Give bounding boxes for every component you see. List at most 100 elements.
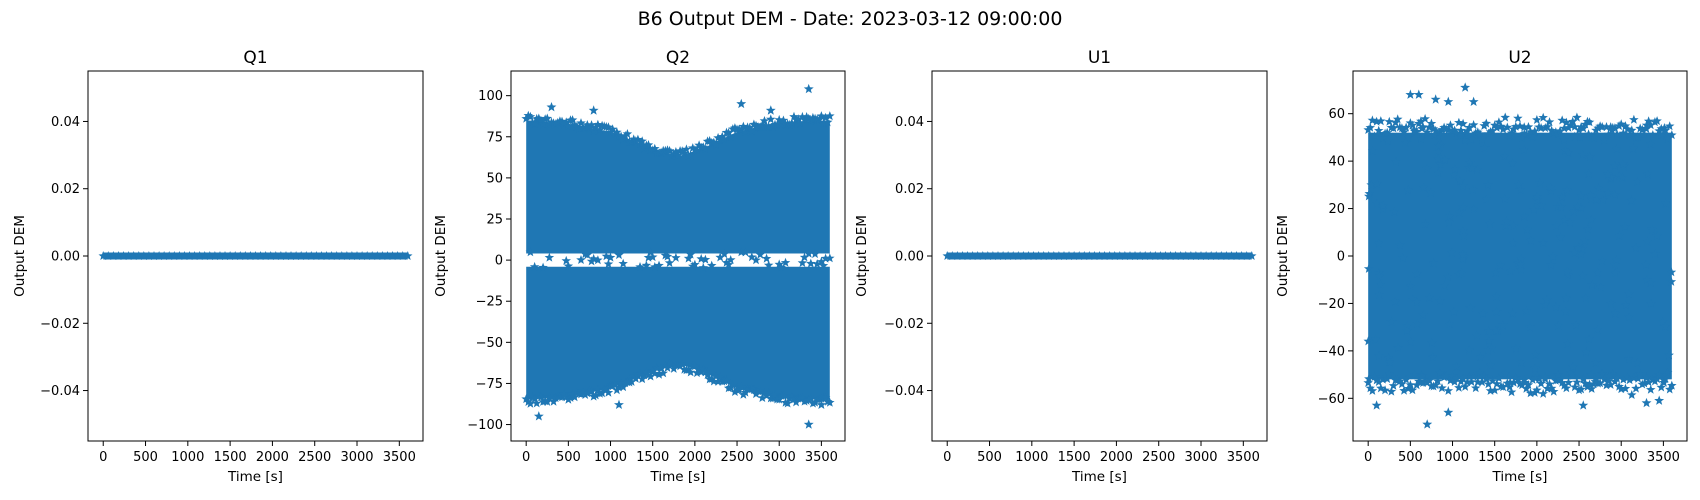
data-point — [538, 262, 548, 272]
y-tick-label: −25 — [476, 295, 503, 310]
data-point — [1397, 379, 1407, 389]
data-point — [342, 251, 352, 260]
data-point — [1546, 125, 1557, 135]
data-point — [1505, 266, 1516, 276]
data-point — [1562, 266, 1573, 276]
data-point — [1631, 383, 1641, 393]
data-point — [1374, 289, 1384, 299]
data-point — [1395, 240, 1405, 250]
data-point — [1578, 149, 1588, 159]
data-point — [1365, 122, 1375, 132]
data-point — [1478, 308, 1488, 318]
data-point — [572, 121, 582, 131]
data-point — [1367, 146, 1378, 155]
data-point — [804, 248, 814, 258]
data-point — [1551, 127, 1561, 137]
data-point — [1378, 204, 1388, 214]
data-point — [1191, 251, 1201, 260]
outlier-point — [546, 102, 557, 112]
data-point — [1557, 115, 1567, 125]
data-point — [1433, 376, 1443, 386]
data-point — [1401, 122, 1411, 132]
data-point — [1374, 271, 1385, 281]
data-point — [1428, 381, 1439, 391]
data-point — [1412, 297, 1422, 307]
x-tick-label: 500 — [977, 450, 1002, 465]
data-point — [1196, 251, 1206, 260]
y-tick-label: 0 — [1337, 250, 1345, 265]
data-point — [536, 392, 546, 402]
data-point — [707, 373, 717, 383]
data-point — [641, 260, 652, 270]
data-point — [1416, 116, 1426, 126]
data-point — [103, 251, 114, 260]
data-point — [1372, 198, 1382, 208]
data-point — [1386, 386, 1397, 396]
data-point — [957, 251, 968, 260]
outlier-point — [1430, 94, 1441, 104]
data-point — [1458, 373, 1468, 383]
data-point — [1441, 371, 1451, 381]
data-point — [1397, 123, 1407, 133]
data-point — [1595, 282, 1606, 292]
data-point — [1562, 185, 1572, 195]
data-point — [723, 127, 734, 137]
data-point — [1374, 350, 1384, 360]
y-tick-label: 75 — [486, 130, 503, 145]
data-point — [1430, 380, 1441, 390]
y-tick-label: 0.04 — [895, 115, 924, 130]
data-point — [1603, 169, 1613, 179]
data-point — [681, 144, 692, 154]
data-point — [1568, 361, 1578, 371]
data-point — [1508, 238, 1519, 248]
data-point — [525, 111, 536, 121]
data-point — [1485, 360, 1496, 370]
data-point — [296, 251, 306, 260]
data-point — [656, 363, 666, 373]
x-tick-label: 500 — [133, 450, 158, 465]
y-tick-label: 0 — [495, 254, 503, 269]
data-point — [1008, 251, 1018, 260]
data-point — [751, 255, 761, 265]
y-tick-label: −0.02 — [40, 317, 80, 332]
data-point — [1555, 232, 1566, 242]
data-point — [1366, 180, 1376, 189]
data-point — [799, 252, 810, 262]
data-point — [1475, 367, 1485, 377]
data-point — [626, 376, 637, 386]
data-point — [250, 251, 261, 260]
data-point — [1444, 319, 1455, 329]
data-point — [709, 137, 719, 147]
data-point — [1576, 249, 1586, 259]
scatter-points — [942, 251, 1257, 260]
data-point — [210, 251, 220, 260]
data-point — [698, 262, 709, 272]
data-point — [1530, 363, 1540, 373]
data-point — [1495, 260, 1506, 270]
data-point — [698, 142, 709, 152]
data-point — [184, 251, 195, 260]
data-point — [685, 150, 696, 160]
data-point — [1520, 377, 1530, 387]
data-point — [1444, 217, 1454, 227]
data-point — [536, 115, 546, 125]
data-point — [740, 126, 751, 136]
data-point — [1583, 224, 1593, 234]
data-point — [607, 381, 618, 391]
data-point — [662, 362, 673, 372]
data-point — [1586, 383, 1597, 393]
data-point — [1216, 251, 1227, 260]
data-point — [1565, 368, 1576, 378]
data-point — [1079, 251, 1089, 260]
data-point — [1540, 299, 1550, 309]
data-point — [726, 255, 736, 264]
data-point — [1570, 382, 1580, 392]
y-tick-label: 0.02 — [895, 182, 924, 197]
data-point — [164, 251, 174, 260]
data-point — [1657, 317, 1668, 327]
data-point — [1384, 357, 1395, 367]
x-tick-label: 1000 — [594, 450, 627, 465]
y-tick-label: −0.02 — [884, 317, 924, 332]
data-point — [806, 393, 816, 403]
data-point — [1642, 274, 1652, 284]
